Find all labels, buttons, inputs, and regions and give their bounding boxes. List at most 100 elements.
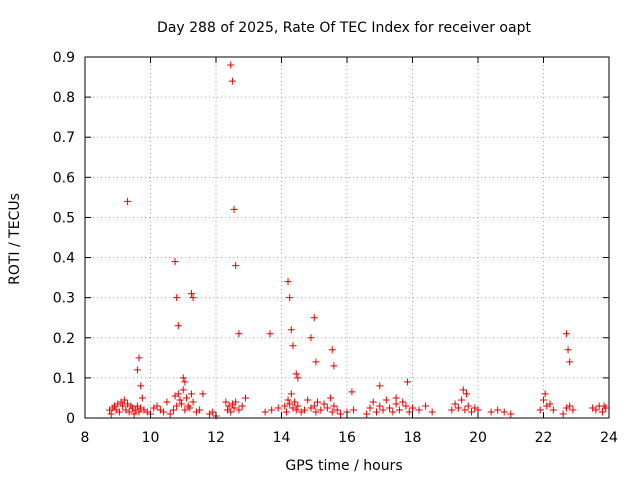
data-point xyxy=(314,398,322,406)
chart-title: Day 288 of 2025, Rate Of TEC Index for r… xyxy=(157,20,531,36)
data-point xyxy=(546,400,554,408)
data-point xyxy=(350,406,358,414)
x-tick-label: 16 xyxy=(338,430,356,446)
data-point xyxy=(174,322,182,330)
data-point xyxy=(189,398,197,406)
data-point xyxy=(328,346,336,354)
data-point xyxy=(312,358,320,366)
data-point xyxy=(395,406,403,414)
data-point xyxy=(336,410,344,418)
data-point xyxy=(404,378,412,386)
data-point xyxy=(487,408,495,416)
data-point xyxy=(562,330,570,338)
data-point xyxy=(187,290,195,298)
x-tick-label: 12 xyxy=(207,430,225,446)
data-point xyxy=(179,386,187,394)
data-point xyxy=(153,402,161,410)
data-point xyxy=(287,326,295,334)
data-point xyxy=(310,402,318,410)
data-point xyxy=(392,394,400,402)
data-point xyxy=(183,394,191,402)
data-point xyxy=(232,262,240,270)
data-point xyxy=(392,400,400,408)
data-point xyxy=(120,396,128,404)
data-point xyxy=(178,400,186,408)
data-point xyxy=(227,408,235,416)
data-point xyxy=(454,404,462,412)
y-tick-label: 0.3 xyxy=(53,291,75,307)
data-point xyxy=(363,410,371,418)
data-point xyxy=(540,396,547,404)
data-point xyxy=(284,396,292,404)
x-tick-label: 20 xyxy=(469,430,487,446)
data-point xyxy=(564,346,572,354)
data-point xyxy=(376,382,384,390)
data-point xyxy=(284,278,292,286)
data-point xyxy=(292,370,300,378)
data-point xyxy=(409,404,416,412)
data-point xyxy=(566,402,574,410)
y-tick-label: 0.9 xyxy=(53,50,75,66)
data-point xyxy=(287,390,295,398)
data-point xyxy=(133,366,141,374)
data-point xyxy=(174,390,182,398)
data-point xyxy=(415,406,423,414)
data-point xyxy=(507,410,515,418)
data-point xyxy=(448,406,456,414)
data-point xyxy=(227,61,235,69)
data-point xyxy=(181,378,189,386)
data-point xyxy=(300,406,308,414)
data-point xyxy=(189,294,197,302)
data-point xyxy=(125,408,133,416)
data-point xyxy=(176,396,184,404)
data-point xyxy=(467,408,475,416)
data-point xyxy=(169,406,177,414)
data-point xyxy=(494,406,502,414)
data-point xyxy=(186,404,194,412)
data-point xyxy=(327,394,335,402)
data-point xyxy=(235,406,243,414)
data-point xyxy=(598,408,606,416)
data-point xyxy=(173,294,181,302)
data-point xyxy=(500,408,508,416)
data-points xyxy=(106,61,610,420)
x-tick-label: 18 xyxy=(404,430,422,446)
data-point xyxy=(382,396,390,404)
data-point xyxy=(282,408,290,416)
data-point xyxy=(569,406,577,414)
data-point xyxy=(289,342,297,350)
data-point xyxy=(389,408,397,416)
data-point xyxy=(173,402,181,410)
data-point xyxy=(115,408,123,416)
data-point xyxy=(405,408,413,416)
data-point xyxy=(463,390,471,398)
y-tick-label: 0.1 xyxy=(53,371,75,387)
data-point xyxy=(402,402,410,410)
data-point xyxy=(274,404,282,412)
data-point xyxy=(124,197,132,205)
data-point xyxy=(461,406,469,414)
data-point xyxy=(459,386,467,394)
data-point xyxy=(369,398,377,406)
data-point xyxy=(372,408,380,416)
y-axis-label: ROTI / TECUs xyxy=(7,193,23,285)
data-point xyxy=(199,390,207,398)
data-point xyxy=(310,314,318,322)
x-axis-label: GPS time / hours xyxy=(285,458,402,474)
data-point xyxy=(323,404,331,412)
data-point xyxy=(294,374,302,382)
data-point xyxy=(458,396,466,404)
y-tick-label: 0.7 xyxy=(53,130,75,146)
data-point xyxy=(292,406,300,414)
data-point xyxy=(107,410,115,418)
data-point xyxy=(130,410,138,418)
data-point xyxy=(317,406,325,414)
data-point xyxy=(286,400,294,408)
data-point xyxy=(137,382,145,390)
data-point xyxy=(464,402,472,410)
data-point xyxy=(348,388,356,396)
data-point xyxy=(138,394,146,402)
data-point xyxy=(536,406,544,414)
data-point xyxy=(266,330,274,338)
